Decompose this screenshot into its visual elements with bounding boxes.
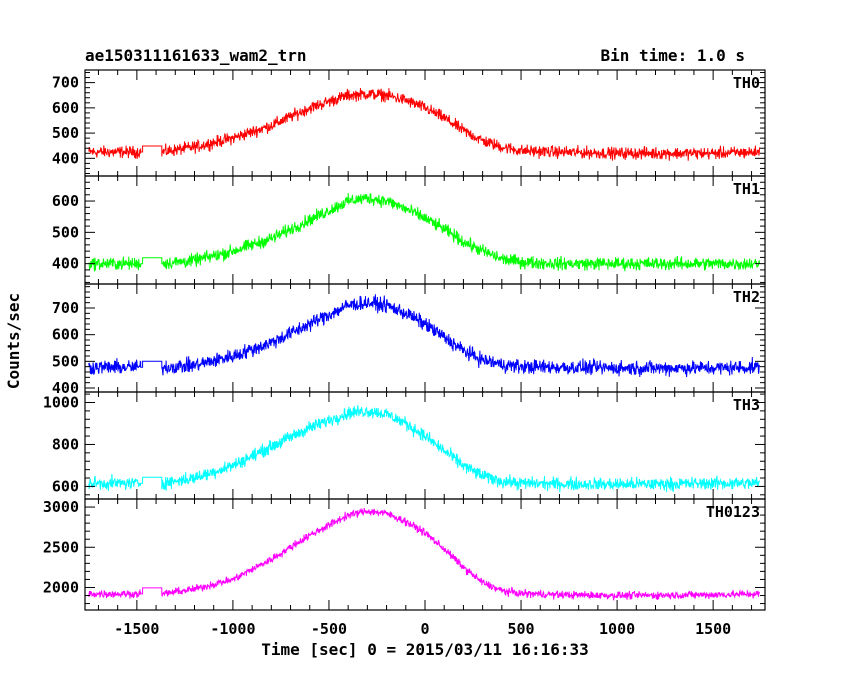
panel-frame-th1 (84, 175, 766, 285)
y-tick-label: 1000 (43, 393, 79, 411)
series-trace-th1 (88, 193, 761, 272)
y-tick-label: 600 (52, 192, 79, 210)
y-axis-label: Counts/sec (4, 293, 23, 389)
series-trace-th0 (88, 88, 761, 161)
panel-frame-th2 (84, 283, 766, 393)
y-tick-label: 2000 (43, 578, 79, 596)
y-tick-label: 400 (52, 149, 79, 167)
series-trace-th2 (88, 294, 761, 378)
series-trace-th3 (88, 405, 761, 493)
x-tick-label: 1500 (695, 620, 731, 638)
x-tick-label: 1000 (599, 620, 635, 638)
chart-title: ae150311161633_wam2_trn (85, 46, 307, 65)
y-tick-label: 3000 (43, 498, 79, 516)
y-tick-label: 2500 (43, 538, 79, 556)
y-tick-label: 600 (52, 99, 79, 117)
panel-frame-th0 (84, 69, 766, 177)
y-tick-label: 700 (52, 299, 79, 317)
panel-label-th0: TH0 (733, 74, 760, 92)
y-tick-label: 400 (52, 379, 79, 397)
x-tick-label: -500 (311, 620, 347, 638)
y-tick-label: 500 (52, 352, 79, 370)
y-tick-label: 600 (52, 477, 79, 495)
panels-group: 400 500 600 700 TH0 400 500 600 TH1 400 500 600 700 T… (43, 69, 766, 638)
panel-label-th0123: TH0123 (706, 503, 760, 521)
series-trace-th0123 (88, 507, 761, 601)
panel-frame-th0123 (84, 498, 766, 611)
y-tick-label: 600 (52, 326, 79, 344)
x-tick-label: -1000 (210, 620, 255, 638)
y-tick-label: 500 (52, 124, 79, 142)
x-axis-label: Time [sec] 0 = 2015/03/11 16:16:33 (261, 640, 589, 659)
bin-time-label: Bin time: 1.0 s (601, 46, 746, 65)
y-tick-label: 700 (52, 74, 79, 92)
x-tick-label: 500 (507, 620, 534, 638)
x-tick-label: -1500 (114, 620, 159, 638)
x-tick-label: 0 (420, 620, 429, 638)
panel-label-th3: TH3 (733, 396, 760, 414)
y-tick-label: 800 (52, 435, 79, 453)
panel-label-th1: TH1 (733, 180, 760, 198)
panel-label-th2: TH2 (733, 288, 760, 306)
y-tick-label: 400 (52, 255, 79, 273)
y-tick-label: 500 (52, 223, 79, 241)
